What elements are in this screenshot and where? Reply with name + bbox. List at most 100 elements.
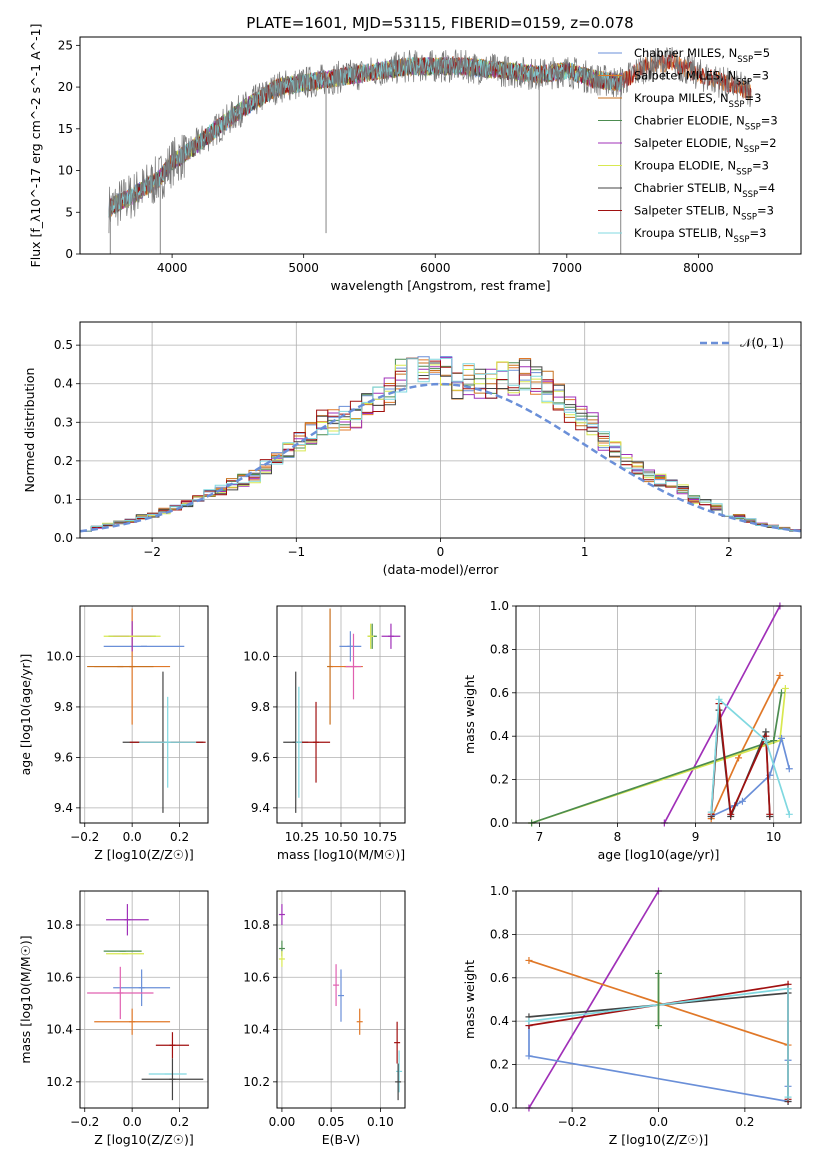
weight-marker bbox=[525, 1052, 533, 1060]
y-tick-label: 10.4 bbox=[243, 1023, 270, 1037]
y-tick-label: 0.4 bbox=[490, 729, 509, 743]
panel-mass_vs_Z: −0.2 0.0 0.2 10.2 10.4 10.6 10.8 Z [log10(Z/Z☉)… bbox=[18, 890, 209, 1147]
y-tick-label: 10.6 bbox=[46, 970, 73, 984]
y-tick-label: 1.0 bbox=[490, 884, 509, 898]
x-tick-label: 10 bbox=[766, 830, 781, 844]
x-tick-label: 0.0 bbox=[649, 1115, 668, 1129]
panel-weight_vs_age: 7 8 9 10 0.0 0.2 0.4 0.6 0.8 1.0 age [log10(age/yr… bbox=[462, 599, 802, 862]
y-tick-label: 1.0 bbox=[490, 599, 509, 613]
y-tick-label: 0.2 bbox=[490, 773, 509, 787]
axes-frame bbox=[276, 605, 406, 824]
y-tick-label: 0.3 bbox=[54, 415, 73, 429]
weight-series-line bbox=[663, 605, 781, 824]
y-tick-label: 0.0 bbox=[490, 1101, 509, 1115]
y-tick-label: 10.8 bbox=[46, 918, 73, 932]
axes-frame bbox=[79, 321, 802, 539]
x-tick-label: 0.10 bbox=[367, 1115, 394, 1129]
legend-label: Salpeter ELODIE, NSSP=2 bbox=[634, 136, 777, 155]
panel-age_vs_Z: −0.2 0.0 0.2 9.4 9.6 9.8 10.0 Z [log10(Z/Z☉)] ag… bbox=[18, 605, 209, 862]
y-tick-label: 25 bbox=[58, 38, 73, 52]
y-tick-label: 0.5 bbox=[54, 338, 73, 352]
weight-marker bbox=[525, 1017, 533, 1025]
legend-label: Salpeter STELIB, NSSP=3 bbox=[634, 204, 774, 223]
y-tick-label: 9.8 bbox=[251, 700, 270, 714]
x-tick-label: 10.75 bbox=[363, 830, 397, 844]
x-tick-label: 9 bbox=[692, 830, 700, 844]
x-tick-label: 5000 bbox=[288, 261, 319, 275]
y-tick-label: 0.1 bbox=[54, 492, 73, 506]
weight-series-line bbox=[531, 688, 787, 824]
y-tick-label: 0.6 bbox=[490, 686, 509, 700]
x-tick-label: −0.2 bbox=[558, 1115, 587, 1129]
x-axis-label: wavelength [Angstrom, rest frame] bbox=[330, 278, 550, 293]
weight-marker bbox=[525, 956, 533, 964]
x-axis-label: Z [log10(Z/Z☉)] bbox=[94, 847, 194, 862]
y-axis-label: mass weight bbox=[462, 960, 477, 1039]
y-axis-label: mass weight bbox=[462, 675, 477, 754]
panel-residual_hist: −2 −1 0 1 2 0.0 0.1 0.2 0.3 0.4 0.5 (data-model)/er… bbox=[22, 321, 802, 577]
x-axis-label: (data-model)/error bbox=[383, 562, 500, 577]
x-tick-label: −0.2 bbox=[70, 830, 99, 844]
x-axis-label: Z [log10(Z/Z☉)] bbox=[609, 1132, 709, 1147]
x-tick-label: 0.0 bbox=[123, 1115, 142, 1129]
y-tick-label: 9.4 bbox=[251, 801, 270, 815]
y-tick-label: 0.0 bbox=[490, 816, 509, 830]
weight-marker bbox=[655, 969, 662, 977]
x-tick-label: 7 bbox=[536, 830, 544, 844]
weight-marker bbox=[762, 737, 770, 745]
weight-marker bbox=[770, 737, 778, 745]
x-tick-label: 0.0 bbox=[123, 830, 142, 844]
weight-marker bbox=[715, 695, 723, 703]
x-tick-label: −0.2 bbox=[70, 1115, 99, 1129]
axes-frame bbox=[276, 890, 406, 1109]
legend-label: Chabrier ELODIE, NSSP=3 bbox=[634, 114, 778, 133]
plot-area bbox=[528, 602, 793, 827]
x-tick-label: 6000 bbox=[420, 261, 451, 275]
plot-area bbox=[108, 47, 752, 254]
x-tick-label: −1 bbox=[287, 545, 305, 559]
weight-marker bbox=[727, 810, 735, 818]
weight-marker bbox=[781, 684, 789, 692]
weight-marker bbox=[777, 734, 785, 742]
weight-marker bbox=[784, 1093, 792, 1101]
y-tick-label: 20 bbox=[58, 80, 73, 94]
weight-marker bbox=[766, 810, 774, 818]
x-tick-label: 10.50 bbox=[324, 830, 358, 844]
histogram-step bbox=[80, 357, 801, 532]
weight-marker bbox=[735, 754, 743, 762]
y-tick-label: 9.8 bbox=[54, 700, 73, 714]
x-tick-label: 7000 bbox=[552, 261, 583, 275]
weight-series-line bbox=[531, 692, 783, 824]
weight-marker bbox=[785, 810, 793, 818]
x-tick-label: 0.2 bbox=[735, 1115, 754, 1129]
plot-area bbox=[525, 887, 792, 1112]
panel-mass_vs_EBV: 0.00 0.05 0.10 10.2 10.4 10.6 10.8 E(B-V) bbox=[243, 890, 406, 1147]
x-tick-label: 8000 bbox=[683, 261, 714, 275]
y-axis-label: Normed distribution bbox=[22, 368, 37, 493]
y-tick-label: 0.4 bbox=[54, 377, 73, 391]
x-tick-label: 4000 bbox=[157, 261, 188, 275]
x-tick-label: 0 bbox=[437, 545, 445, 559]
model-spectrum-line bbox=[108, 55, 623, 218]
x-axis-label: mass [log10(M/M☉)] bbox=[277, 847, 405, 862]
x-axis-label: Z [log10(Z/Z☉)] bbox=[94, 1132, 194, 1147]
weight-marker bbox=[784, 985, 792, 993]
y-tick-label: 10.0 bbox=[243, 649, 270, 663]
y-tick-label: 0.2 bbox=[490, 1058, 509, 1072]
y-tick-label: 15 bbox=[58, 122, 73, 136]
axes-frame bbox=[515, 605, 802, 824]
y-tick-label: 10.8 bbox=[243, 918, 270, 932]
weight-marker bbox=[707, 808, 715, 816]
legend-label: Chabrier STELIB, NSSP=4 bbox=[634, 181, 775, 200]
y-tick-label: 0.8 bbox=[490, 927, 509, 941]
y-tick-label: 10.6 bbox=[243, 970, 270, 984]
legend-label: 𝒩(0, 1) bbox=[740, 336, 784, 350]
x-tick-label: 1 bbox=[581, 545, 589, 559]
plot-area bbox=[87, 608, 206, 813]
y-tick-label: 5 bbox=[65, 205, 73, 219]
plot-area bbox=[79, 356, 802, 533]
y-tick-label: 0 bbox=[65, 247, 73, 261]
y-tick-label: 0.4 bbox=[490, 1014, 509, 1028]
y-tick-label: 0.8 bbox=[490, 642, 509, 656]
